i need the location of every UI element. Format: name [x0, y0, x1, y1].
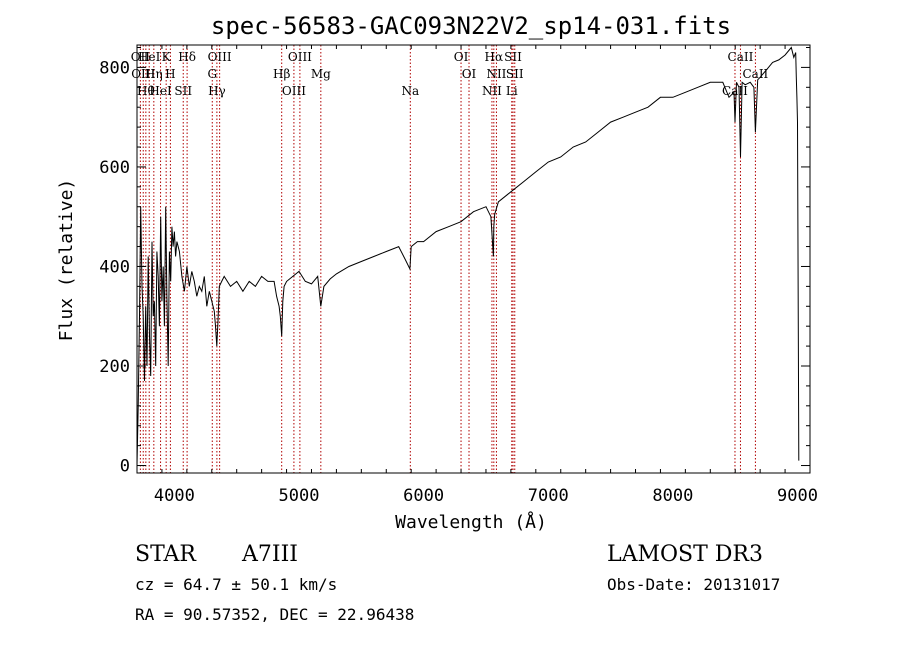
spectrum-line [136, 46, 800, 466]
x-tick-label: 9000 [777, 486, 818, 506]
line-marker-label: K [162, 50, 172, 64]
emission-line-labels: OIIOIIIHθHeIHηHeIKHSIIHδGHγOIIIHβOIIIOII… [131, 50, 769, 98]
y-tick-label: 800 [99, 58, 130, 78]
line-marker-label: CaII [728, 50, 754, 64]
plot-frame [136, 44, 811, 474]
y-axis-ticks: 0 200 400 600 800 [99, 46, 810, 477]
line-marker-label: Hη [145, 67, 163, 81]
coordinates-text: RA = 90.57352, DEC = 22.96438 [135, 605, 414, 624]
line-marker-label: SII [506, 67, 524, 81]
line-marker-label: OI [462, 67, 477, 81]
line-marker-label: Hα [485, 50, 504, 64]
x-tick-label: 6000 [403, 486, 444, 506]
y-tick-label: 400 [99, 257, 130, 277]
line-marker-label: HeI [149, 84, 172, 98]
line-marker-label: NII [486, 67, 506, 81]
emission-line-markers [139, 45, 756, 473]
line-marker-label: Na [401, 84, 419, 98]
y-tick-label: 0 [120, 457, 130, 477]
y-tick-label: 200 [99, 357, 130, 377]
line-marker-label: Hθ [137, 84, 155, 98]
line-marker-label: SII [174, 84, 192, 98]
line-marker-label: CaII [742, 67, 768, 81]
y-tick-label: 600 [99, 158, 130, 178]
object-class: STAR [135, 542, 197, 567]
line-marker-label: NII [482, 84, 502, 98]
line-marker-label: OIII [288, 50, 312, 64]
x-tick-label: 4000 [154, 486, 195, 506]
line-marker-label: Mg [311, 67, 331, 81]
obs-date-text: Obs-Date: 20131017 [607, 575, 780, 594]
line-marker-label: HeI [138, 50, 161, 64]
line-marker-label: Hβ [273, 67, 290, 81]
x-tick-label: 5000 [279, 486, 320, 506]
chart-title: spec-56583-GAC093N22V2_sp14-031.fits [211, 12, 731, 40]
line-marker-label: OIII [282, 84, 306, 98]
line-marker-label: SII [504, 50, 522, 64]
x-axis-ticks: 4000 5000 6000 7000 8000 9000 [136, 45, 818, 506]
y-axis-label: Flux (relative) [56, 179, 77, 342]
line-marker-label: OI [454, 50, 469, 64]
line-marker-label: Hδ [178, 50, 196, 64]
redshift-text: cz = 64.7 ± 50.1 km/s [135, 575, 337, 594]
line-marker-label: H [165, 67, 175, 81]
x-tick-label: 8000 [652, 486, 693, 506]
line-marker-label: Li [506, 84, 518, 98]
survey-name: LAMOST DR3 [607, 542, 763, 567]
line-marker-label: G [207, 67, 217, 81]
x-axis-label: Wavelength (Å) [395, 511, 547, 533]
line-marker-label: OII [131, 50, 151, 64]
line-marker-label: Hγ [208, 84, 226, 98]
object-subclass: A7III [241, 542, 298, 567]
x-tick-label: 7000 [528, 486, 569, 506]
line-marker-label: OIII [208, 50, 232, 64]
